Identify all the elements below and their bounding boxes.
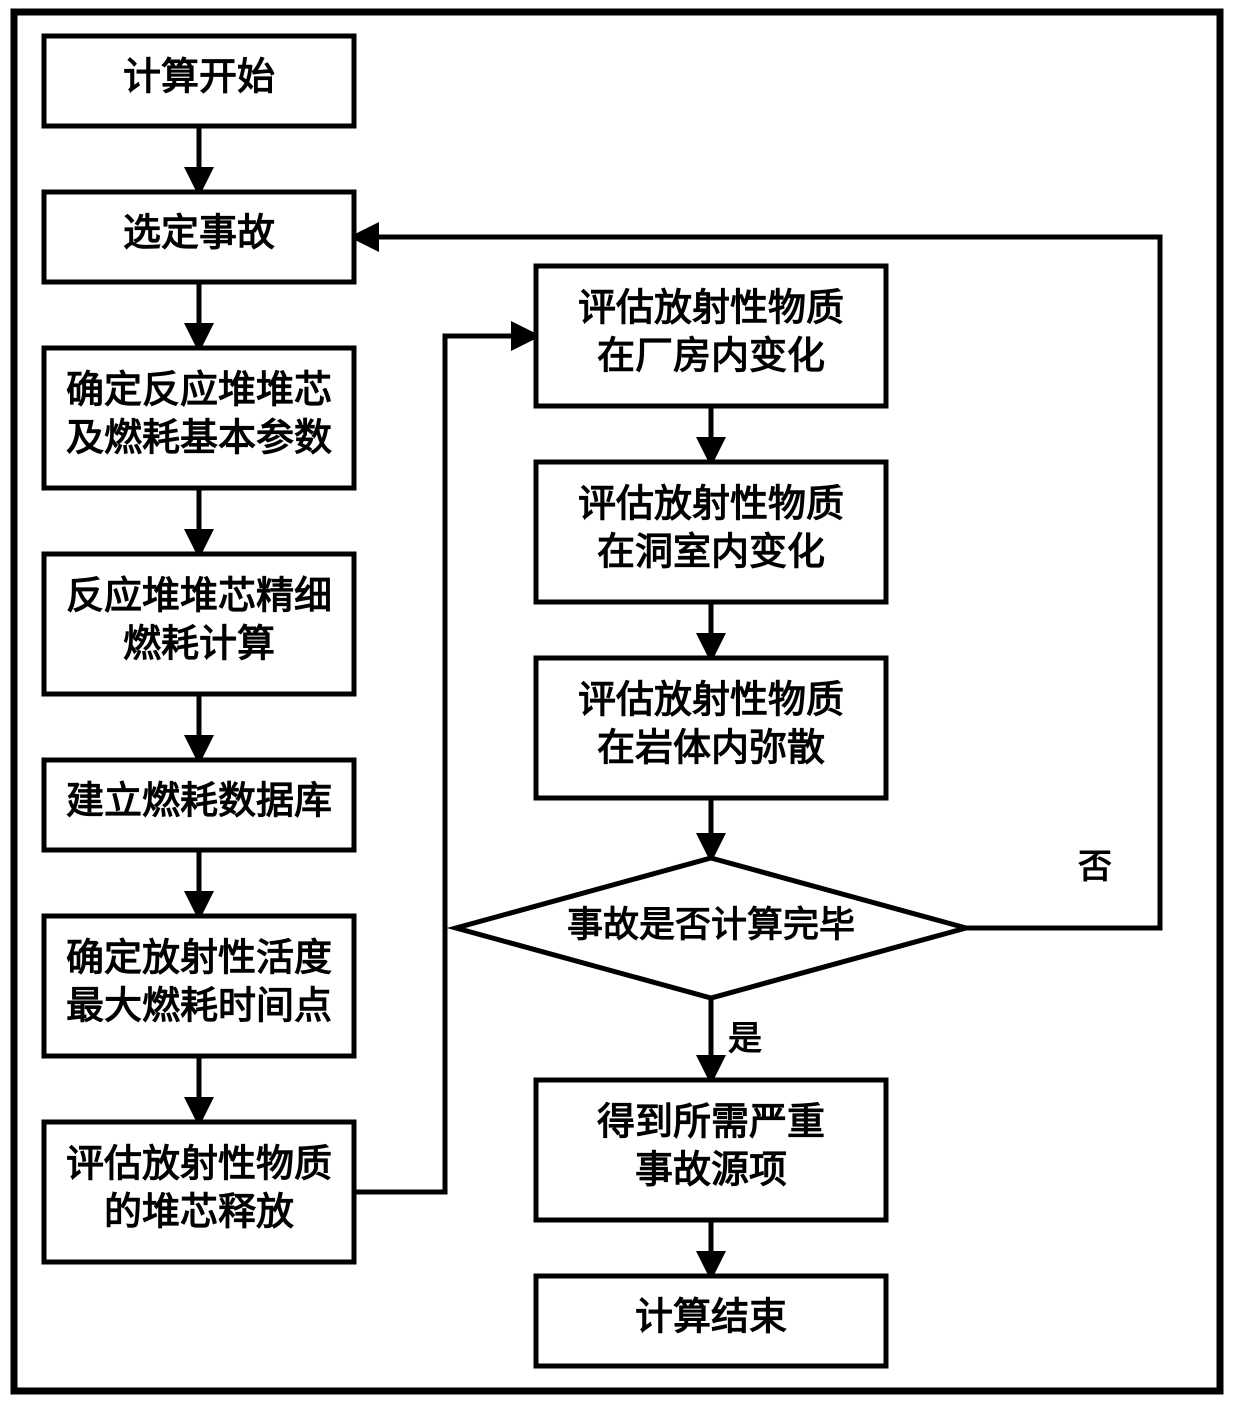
node-label-cavern-0: 评估放射性物质 (578, 484, 844, 526)
node-label-params-1: 及燃耗基本参数 (66, 418, 332, 460)
node-decision: 事故是否计算完毕 (456, 858, 966, 998)
edge-label-decision_no: 否 (1078, 849, 1112, 886)
edge-label-decision_yes: 是 (728, 1021, 762, 1058)
node-label-burnup-0: 反应堆堆芯精细 (66, 576, 332, 618)
node-label-result-1: 事故源项 (635, 1150, 787, 1192)
node-label-cavern-1: 在洞室内变化 (597, 531, 825, 574)
node-label-start-0: 计算开始 (123, 57, 275, 99)
node-label-maxtime-1: 最大燃耗时间点 (66, 986, 332, 1028)
node-label-params-0: 确定反应堆堆芯 (66, 370, 332, 412)
node-label-select-0: 选定事故 (123, 213, 275, 255)
node-label-end-0: 计算结束 (635, 1297, 787, 1339)
node-plant: 评估放射性物质在厂房内变化 (536, 266, 886, 406)
node-end: 计算结束 (536, 1276, 886, 1366)
node-label-maxtime-0: 确定放射性活度 (66, 938, 332, 980)
node-db: 建立燃耗数据库 (44, 760, 354, 850)
node-select: 选定事故 (44, 192, 354, 282)
node-core_rel: 评估放射性物质的堆芯释放 (44, 1122, 354, 1262)
node-label-plant-1: 在厂房内变化 (597, 336, 825, 378)
node-label-result-0: 得到所需严重 (597, 1102, 825, 1144)
node-params: 确定反应堆堆芯及燃耗基本参数 (44, 348, 354, 488)
node-cavern: 评估放射性物质在洞室内变化 (536, 462, 886, 602)
node-result: 得到所需严重事故源项 (536, 1080, 886, 1220)
node-label-core_rel-1: 的堆芯释放 (104, 1192, 294, 1234)
node-label-core_rel-0: 评估放射性物质 (66, 1144, 332, 1186)
node-label-db-0: 建立燃耗数据库 (66, 781, 332, 823)
node-label-plant-0: 评估放射性物质 (578, 288, 844, 330)
node-label-rock-1: 在岩体内弥散 (597, 728, 825, 770)
node-rock: 评估放射性物质在岩体内弥散 (536, 658, 886, 798)
node-maxtime: 确定放射性活度最大燃耗时间点 (44, 916, 354, 1056)
node-start: 计算开始 (44, 36, 354, 126)
node-burnup: 反应堆堆芯精细燃耗计算 (44, 554, 354, 694)
node-label-burnup-1: 燃耗计算 (123, 624, 275, 666)
node-label-decision-0: 事故是否计算完毕 (567, 904, 855, 944)
edge-core_rel (354, 336, 536, 1192)
node-label-rock-0: 评估放射性物质 (578, 680, 844, 722)
